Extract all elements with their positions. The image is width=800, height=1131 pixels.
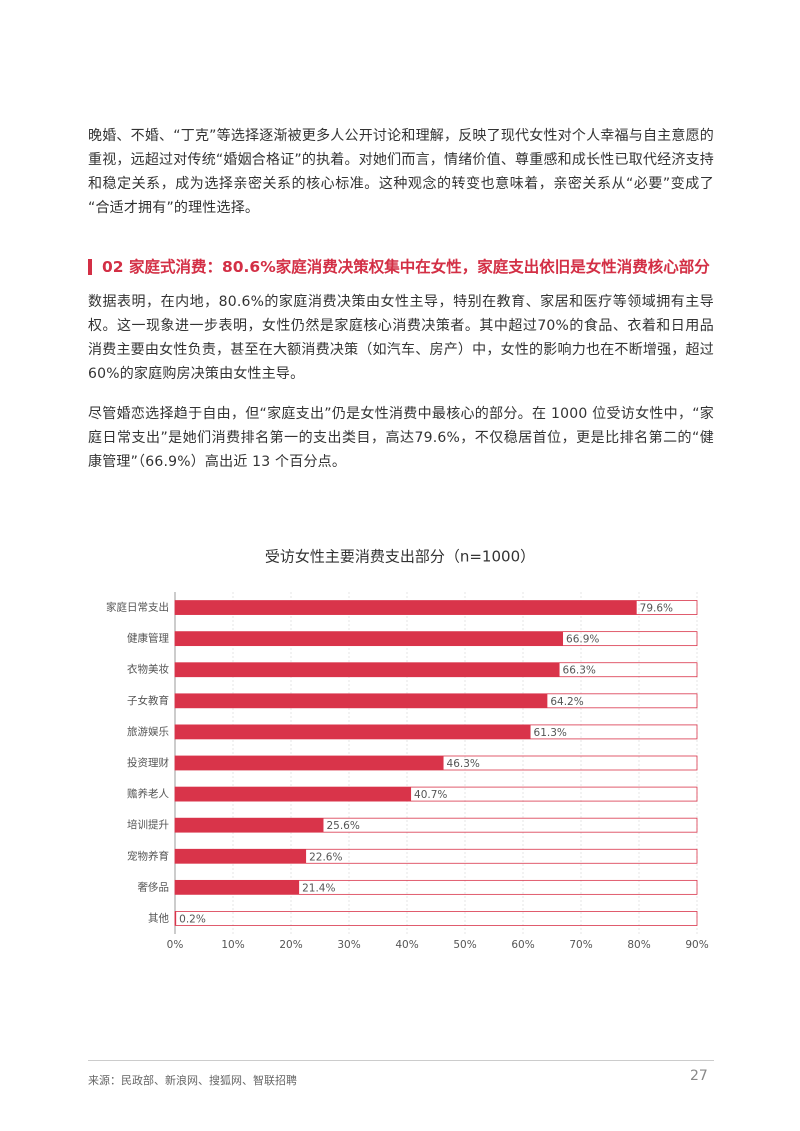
value-label: 25.6% xyxy=(326,820,359,832)
value-label: 21.4% xyxy=(302,882,335,894)
x-tick-label: 80% xyxy=(627,939,650,951)
x-tick-label: 30% xyxy=(337,939,360,951)
bar xyxy=(175,693,548,708)
chart-title: 受访女性主要消费支出部分（n=1000） xyxy=(265,548,535,566)
value-label: 66.3% xyxy=(563,665,596,677)
bar xyxy=(175,724,531,739)
bar xyxy=(175,600,637,615)
page-number: 27 xyxy=(690,1068,708,1084)
y-tick-label: 其他 xyxy=(148,911,169,924)
bar xyxy=(175,911,177,926)
value-label: 66.9% xyxy=(566,634,599,646)
bar xyxy=(175,631,564,646)
x-tick-label: 20% xyxy=(279,939,302,951)
x-tick-label: 90% xyxy=(685,939,708,951)
paragraph: 数据表明，在内地，80.6%的家庭消费决策由女性主导，特别在教育、家居和医疗等领… xyxy=(88,294,714,382)
x-tick-label: 0% xyxy=(167,939,184,951)
value-label: 64.2% xyxy=(550,696,583,708)
bar xyxy=(175,662,560,677)
x-tick-label: 70% xyxy=(569,939,592,951)
x-tick-label: 10% xyxy=(221,939,244,951)
bar xyxy=(175,756,444,770)
footer-rule xyxy=(88,1060,714,1061)
y-tick-label: 旅游娱乐 xyxy=(127,725,169,738)
value-label: 79.6% xyxy=(640,603,673,615)
y-tick-label: 家庭日常支出 xyxy=(106,601,169,614)
y-tick-label: 子女教育 xyxy=(127,694,169,707)
value-label: 22.6% xyxy=(309,851,342,863)
y-tick-label: 宠物养育 xyxy=(127,849,169,862)
bar xyxy=(175,849,307,864)
y-tick-label: 培训提升 xyxy=(127,818,169,831)
y-tick-label: 奢侈品 xyxy=(138,880,170,893)
x-tick-label: 50% xyxy=(453,939,476,951)
x-tick-label: 60% xyxy=(511,939,534,951)
chart: 受访女性主要消费支出部分（n=1000） 0% 10% 20% 30% 40% 50% 60… xyxy=(106,548,709,952)
x-tick-label: 40% xyxy=(395,939,418,951)
y-tick-label: 健康管理 xyxy=(127,632,169,645)
y-tick-label: 赡养老人 xyxy=(127,787,169,800)
y-tick-label: 投资理财 xyxy=(127,756,169,769)
y-tick-label: 衣物美妆 xyxy=(127,663,169,676)
section-heading: 02 家庭式消费：80.6%家庭消费决策权集中在女性，家庭支出依旧是女性消费核心… xyxy=(88,254,742,280)
bar-track xyxy=(174,911,698,926)
bar xyxy=(175,818,324,833)
value-label: 0.2% xyxy=(179,913,206,925)
value-label: 40.7% xyxy=(414,789,447,801)
value-label: 61.3% xyxy=(534,727,567,739)
paragraph: 晚婚、不婚、“丁克”等选择逐渐被更多人公开讨论和理解，反映了现代女性对个人幸福与… xyxy=(88,128,714,216)
value-label: 46.3% xyxy=(447,758,480,770)
source-note: 来源：民政部、新浪网、搜狐网、智联招聘 xyxy=(88,1074,297,1087)
bar xyxy=(175,880,300,895)
paragraph: 尽管婚恋选择趋于自由，但“家庭支出”仍是女性消费中最核心的部分。在 1000 位… xyxy=(88,406,714,470)
bar xyxy=(175,787,412,802)
